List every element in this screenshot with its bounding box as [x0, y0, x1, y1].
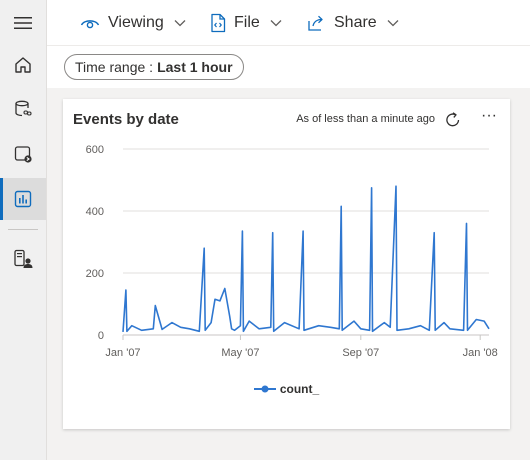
database-link-icon	[15, 100, 32, 117]
time-range-label: Time range :	[75, 59, 154, 75]
filter-bar: Time range : Last 1 hour	[47, 46, 530, 88]
refresh-icon	[446, 112, 460, 127]
dashboard-button[interactable]	[0, 178, 46, 220]
query-button[interactable]	[0, 133, 46, 175]
time-range-filter[interactable]: Time range : Last 1 hour	[64, 54, 244, 80]
card-title: Events by date	[73, 111, 179, 128]
chevron-down-icon	[270, 19, 282, 26]
file-label: File	[234, 13, 260, 31]
device-user-icon	[14, 249, 33, 268]
menu-button[interactable]	[0, 2, 46, 44]
x-tick-label: Jan '08	[463, 347, 498, 359]
more-options-button[interactable]: ···	[481, 107, 497, 124]
time-range-value: Last 1 hour	[157, 59, 233, 75]
refresh-button[interactable]	[443, 110, 463, 130]
legend-label-count: count_	[279, 382, 320, 396]
share-label: Share	[334, 13, 377, 31]
home-icon	[15, 57, 31, 73]
y-tick-label: 400	[86, 206, 104, 218]
share-menu-button[interactable]: Share	[306, 0, 399, 45]
x-tick-label: Jan '07	[105, 347, 140, 359]
chart-legend: count_	[63, 382, 510, 396]
viewing-label: Viewing	[108, 13, 164, 31]
series-line-count	[122, 185, 490, 333]
hamburger-icon	[14, 17, 32, 29]
x-tick-label: Sep '07	[342, 347, 379, 359]
toolbar: Viewing File Share	[47, 0, 530, 46]
x-tick-label: May '07	[221, 347, 259, 359]
rail-divider	[8, 229, 38, 230]
events-by-date-card: 0 200 400 600 Jan '07 May '07 Sep '07 Jan '08 E…	[63, 99, 510, 429]
left-rail	[0, 0, 47, 460]
eye-icon	[80, 19, 100, 28]
legend-swatch	[253, 385, 276, 393]
last-refreshed-text: As of less than a minute ago	[296, 113, 435, 125]
dashboard-icon	[14, 190, 32, 208]
chevron-down-icon	[387, 19, 399, 26]
file-code-icon	[211, 13, 226, 32]
share-icon	[308, 15, 323, 31]
chevron-down-icon	[174, 19, 186, 26]
home-button[interactable]	[0, 44, 46, 86]
events-chart: 0 200 400 600 Jan '07 May '07 Sep '07 Jan '08	[86, 144, 498, 359]
y-tick-label: 200	[86, 268, 104, 280]
monitoring-button[interactable]	[0, 238, 46, 280]
y-tick-label: 0	[98, 330, 104, 342]
y-tick-label: 600	[86, 144, 104, 156]
viewing-menu-button[interactable]: Viewing	[80, 0, 186, 45]
data-sources-button[interactable]	[0, 88, 46, 130]
query-icon	[14, 146, 32, 163]
file-menu-button[interactable]: File	[210, 0, 282, 45]
